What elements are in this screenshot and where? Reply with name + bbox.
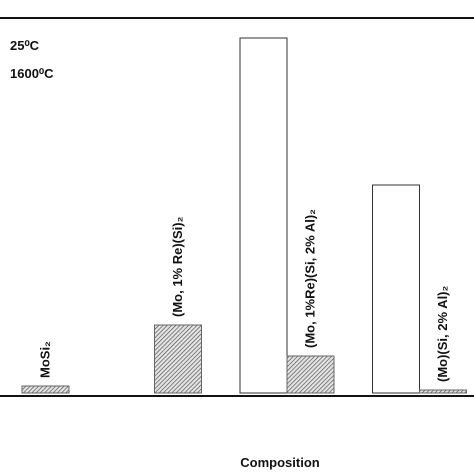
x-axis-label: Composition bbox=[240, 455, 319, 470]
bar bbox=[372, 184, 420, 394]
bar bbox=[286, 355, 335, 394]
category-label: (Mo, 1% Re)(Si)₂ bbox=[170, 216, 185, 317]
category-label: MoSi₂ bbox=[38, 341, 53, 378]
bar bbox=[154, 324, 202, 394]
bar bbox=[239, 37, 288, 394]
bar bbox=[419, 389, 467, 394]
category-label: (Mo, 1%Re)(Si, 2% Al)₂ bbox=[303, 209, 318, 348]
bar bbox=[21, 385, 70, 394]
category-label: (Mo)(Si, 2% Al)₂ bbox=[435, 285, 450, 382]
legend-label: 25⁰C bbox=[10, 38, 40, 53]
legend-label: 1600⁰C bbox=[10, 66, 54, 81]
